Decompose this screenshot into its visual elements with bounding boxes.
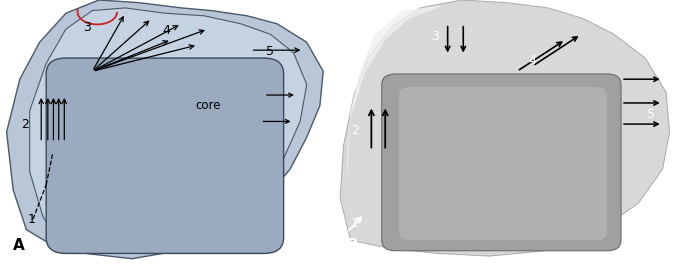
Text: 3: 3 — [84, 21, 91, 34]
Text: 1: 1 — [351, 216, 358, 230]
Text: 2: 2 — [351, 124, 358, 137]
Text: core: core — [195, 99, 220, 112]
Polygon shape — [347, 5, 444, 185]
Polygon shape — [340, 0, 670, 256]
Polygon shape — [7, 0, 323, 259]
Text: 4: 4 — [528, 54, 537, 67]
Text: B: B — [347, 238, 358, 253]
Text: 4: 4 — [163, 24, 171, 37]
Text: 2: 2 — [21, 117, 29, 131]
Text: A: A — [13, 238, 25, 253]
FancyBboxPatch shape — [46, 58, 284, 253]
FancyBboxPatch shape — [381, 74, 621, 251]
Text: 5: 5 — [267, 45, 275, 58]
Text: 3: 3 — [432, 30, 439, 44]
Polygon shape — [30, 8, 307, 246]
Text: 1: 1 — [27, 213, 35, 226]
Text: 5: 5 — [647, 108, 655, 121]
FancyBboxPatch shape — [399, 87, 607, 240]
